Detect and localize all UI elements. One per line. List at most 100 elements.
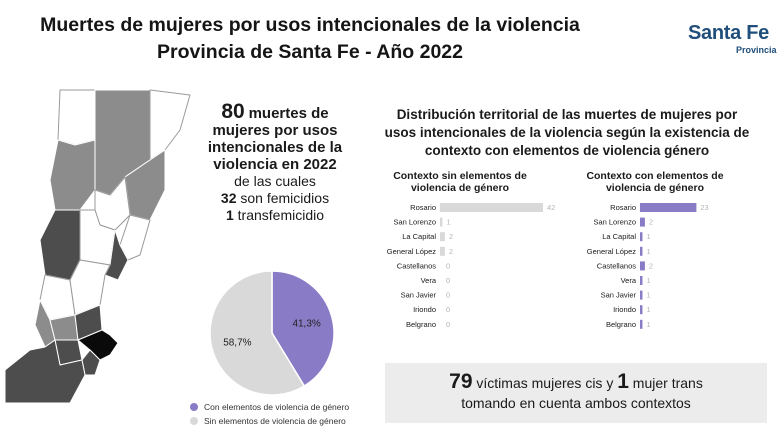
- summary-cis-count: 79: [449, 370, 473, 393]
- summary-box: 79 víctimas mujeres cis y 1 mujer trans …: [385, 363, 767, 423]
- bar-category-label: San Javier: [401, 291, 437, 300]
- stats-summary: 80 muertes de mujeres por usos intencion…: [200, 100, 350, 224]
- bar-chart-con: Rosario 23 San Lorenzo 2 La Capital 1 General …: [587, 203, 709, 329]
- map-dept-iriondo: [49, 314, 79, 341]
- stats-text-1: muertes de: [248, 105, 329, 122]
- stats-text-2: mujeres por usos: [212, 122, 338, 139]
- province-map: [4, 89, 191, 404]
- bar-chart-sin-title-1: Contexto sin elementos de: [393, 170, 527, 182]
- pie-data-label: 58,7%: [223, 338, 251, 349]
- logo-text: Santa Fe: [688, 22, 769, 44]
- pie-slice-sin: [209, 270, 306, 396]
- bar-value-label: 1: [646, 320, 650, 329]
- bar-chart-sin-title-2: violencia de género: [410, 182, 510, 194]
- legend-item-sin: Sin elementos de violencia de género: [190, 416, 346, 426]
- bar-chart-con-title-1: Contexto con elementos de: [586, 170, 724, 182]
- bar-value-label: 0: [446, 291, 450, 300]
- bar: [640, 217, 645, 227]
- bar-value-label: 1: [646, 291, 650, 300]
- bar-value-label: 0: [446, 305, 450, 314]
- bar-value-label: 0: [446, 276, 450, 285]
- title-line-1: Muertes de mujeres por usos intencionale…: [40, 14, 580, 36]
- bar-category-label: Rosario: [410, 203, 436, 212]
- map-dept-castellanos: [39, 209, 81, 281]
- map-dept-garay: [119, 214, 151, 261]
- bar: [640, 246, 643, 256]
- legend-label-sin: Sin elementos de violencia de género: [204, 416, 346, 426]
- bar-category-label: General López: [387, 247, 436, 256]
- logo-subtext: Provincia: [736, 45, 777, 55]
- bar: [640, 203, 697, 212]
- stats-transfemicidio: 1 transfemicidio: [200, 207, 350, 224]
- bar-category-label: Castellanos: [397, 261, 436, 270]
- bar-category-label: Belgrano: [606, 320, 636, 329]
- distribution-title: Distribución territorial de las muertes …: [366, 106, 768, 160]
- bar-category-label: La Capital: [402, 232, 436, 241]
- bar-value-label: 0: [446, 320, 450, 329]
- bar-category-label: Vera: [421, 276, 437, 285]
- santa-fe-logo: Santa Fe Provincia: [688, 22, 777, 55]
- distribution-line-3: contexto con elementos de violencia géne…: [424, 143, 710, 158]
- bar-category-label: Iriondo: [413, 305, 436, 314]
- bar: [640, 261, 645, 271]
- femicidios-count: 32: [220, 190, 237, 206]
- summary-trans-label: mujer trans: [632, 375, 703, 391]
- femicidios-label: son femicidios: [240, 190, 330, 206]
- bar-category-label: Iriondo: [613, 305, 636, 314]
- bar: [640, 305, 643, 315]
- bar-value-label: 2: [649, 218, 653, 227]
- summary-trans-count: 1: [617, 370, 629, 393]
- page-title: Muertes de mujeres por usos intencionale…: [0, 12, 620, 66]
- distribution-line-1: Distribución territorial de las muertes …: [396, 107, 738, 122]
- bar-category-label: Belgrano: [406, 320, 436, 329]
- bar-value-label: 42: [547, 203, 555, 212]
- map-dept-nueve-de-julio: [57, 89, 96, 146]
- stats-femicidios: 32 son femicidios: [200, 190, 350, 207]
- bar-category-label: La Capital: [602, 232, 636, 241]
- bar-value-label: 2: [449, 232, 453, 241]
- bar: [640, 290, 643, 300]
- bar-category-label: Vera: [621, 276, 637, 285]
- stats-line-1: 80 muertes de: [200, 100, 350, 123]
- stats-text-4: violencia en 2022: [213, 156, 337, 173]
- legend-label-con: Con elementos de violencia de género: [204, 402, 350, 412]
- map-dept-san-jeronimo: [69, 259, 111, 316]
- bar: [440, 203, 543, 212]
- legend-item-con: Con elementos de violencia de género: [190, 402, 349, 412]
- title-line-2: Provincia de Santa Fe - Año 2022: [157, 41, 463, 63]
- bar-value-label: 1: [446, 218, 450, 227]
- bar-category-label: Castellanos: [597, 261, 636, 270]
- bar-value-label: 1: [646, 305, 650, 314]
- distribution-line-2: usos intencionales de la violencia según…: [384, 125, 750, 140]
- bar-category-label: San Lorenzo: [393, 218, 436, 227]
- bar: [640, 276, 643, 285]
- stats-total: 80: [221, 100, 245, 123]
- summary-line-1: 79 víctimas mujeres cis y 1 mujer trans: [385, 370, 767, 393]
- bar-category-label: General López: [587, 247, 636, 256]
- bar: [640, 232, 643, 242]
- legend-swatch-gray: [190, 417, 198, 425]
- bar-category-label: Rosario: [610, 203, 636, 212]
- bar-chart-con-title-2: violencia de género: [605, 182, 705, 194]
- bar-value-label: 2: [649, 261, 653, 270]
- stats-text-5: de las cuales: [234, 173, 316, 189]
- summary-cis-label: víctimas mujeres cis y: [476, 375, 614, 391]
- bar-category-label: San Javier: [601, 291, 637, 300]
- bar-value-label: 0: [446, 261, 450, 270]
- bar-chart-sin-title: Contexto sin elementos de violencia de g…: [380, 170, 540, 194]
- bar-category-label: San Lorenzo: [593, 218, 636, 227]
- bar: [440, 232, 445, 242]
- map-dept-general-obligado: [149, 89, 191, 161]
- transfemicidio-label: transfemicidio: [237, 207, 325, 223]
- bar-value-label: 1: [646, 247, 650, 256]
- bar: [440, 217, 443, 227]
- stats-text-3: intencionales de la: [207, 139, 343, 156]
- bar-value-label: 1: [646, 232, 650, 241]
- legend-swatch-purple: [190, 403, 198, 411]
- bar-chart-con-title: Contexto con elementos de violencia de g…: [575, 170, 735, 194]
- map-dept-general-lopez: [4, 339, 86, 404]
- bar-value-label: 1: [646, 276, 650, 285]
- bar: [640, 319, 643, 329]
- pie-data-label: 41,3%: [292, 318, 320, 329]
- pie-chart: 41,3% 58,7%: [209, 270, 335, 396]
